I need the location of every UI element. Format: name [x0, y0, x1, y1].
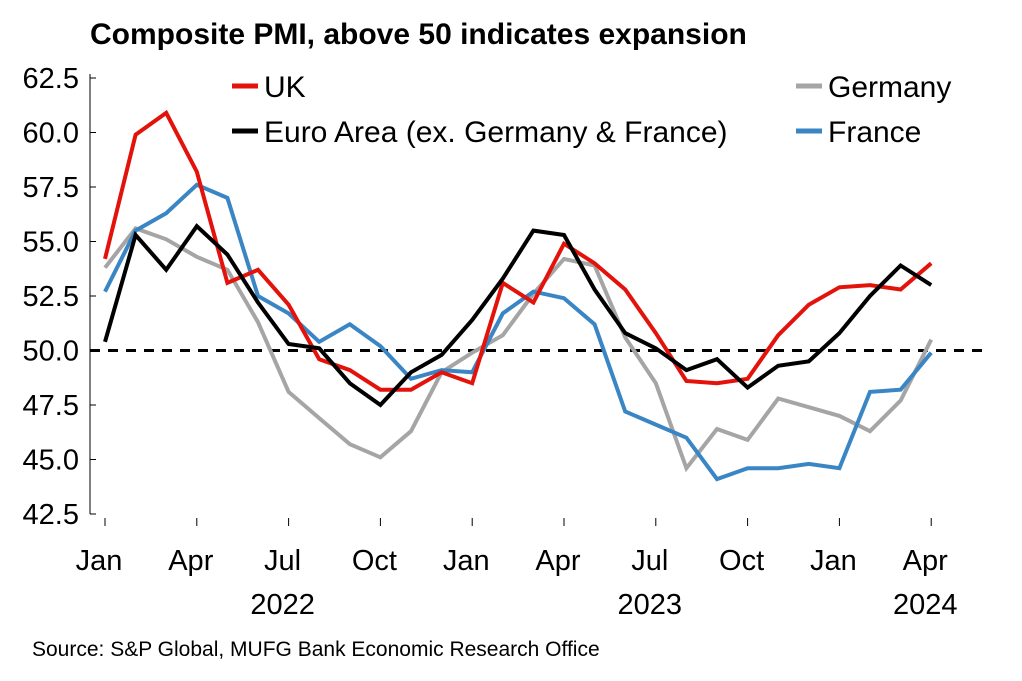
- y-tick-label: 55.0: [23, 227, 79, 259]
- y-tick-label: 57.5: [23, 172, 79, 204]
- legend-label-uk: UK: [264, 71, 306, 104]
- series-line-euro-area-ex-germany-france: [103, 223, 933, 408]
- legend-label-euro-area-ex-germany-france: Euro Area (ex. Germany & France): [264, 116, 728, 149]
- chart-title: Composite PMI, above 50 indicates expans…: [90, 18, 747, 51]
- y-tick-label: 60.0: [23, 118, 79, 150]
- x-tick-label: Jan: [443, 545, 490, 577]
- y-tick-label: 50.0: [23, 336, 79, 368]
- x-tick-label: Apr: [535, 545, 580, 577]
- legend: UK Germany Euro Area (ex. Germany & France…: [232, 71, 951, 149]
- x-tick-label: Jan: [810, 545, 857, 577]
- x-tick-label: Jul: [264, 545, 301, 577]
- x-tick-label: Apr: [903, 545, 948, 577]
- x-year-label: 2022: [250, 589, 315, 621]
- series-group: [103, 109, 933, 482]
- x-year-label: 2024: [893, 589, 958, 621]
- y-tick-label: 45.0: [23, 445, 79, 477]
- x-tick-label: Jul: [631, 545, 668, 577]
- source-note: Source: S&P Global, MUFG Bank Economic R…: [32, 638, 600, 661]
- series-line-germany: [103, 226, 933, 473]
- x-year-label: 2023: [618, 589, 683, 621]
- y-tick-label: 62.5: [23, 63, 79, 95]
- x-tick-label: Apr: [168, 545, 213, 577]
- x-tick-label: Jan: [76, 545, 123, 577]
- y-tick-label: 47.5: [23, 390, 79, 422]
- y-tick-label: 42.5: [23, 499, 79, 531]
- legend-label-france: France: [828, 116, 921, 149]
- y-tick-label: 52.5: [23, 281, 79, 313]
- x-tick-label: Oct: [352, 545, 397, 577]
- series-line-france: [103, 182, 933, 482]
- legend-label-germany: Germany: [828, 71, 951, 104]
- axes: 62.5 60.0 57.5 55.0 52.5 50.0 47.5 45.0 42.5 Jan A…: [23, 63, 958, 621]
- x-tick-label: Oct: [719, 545, 764, 577]
